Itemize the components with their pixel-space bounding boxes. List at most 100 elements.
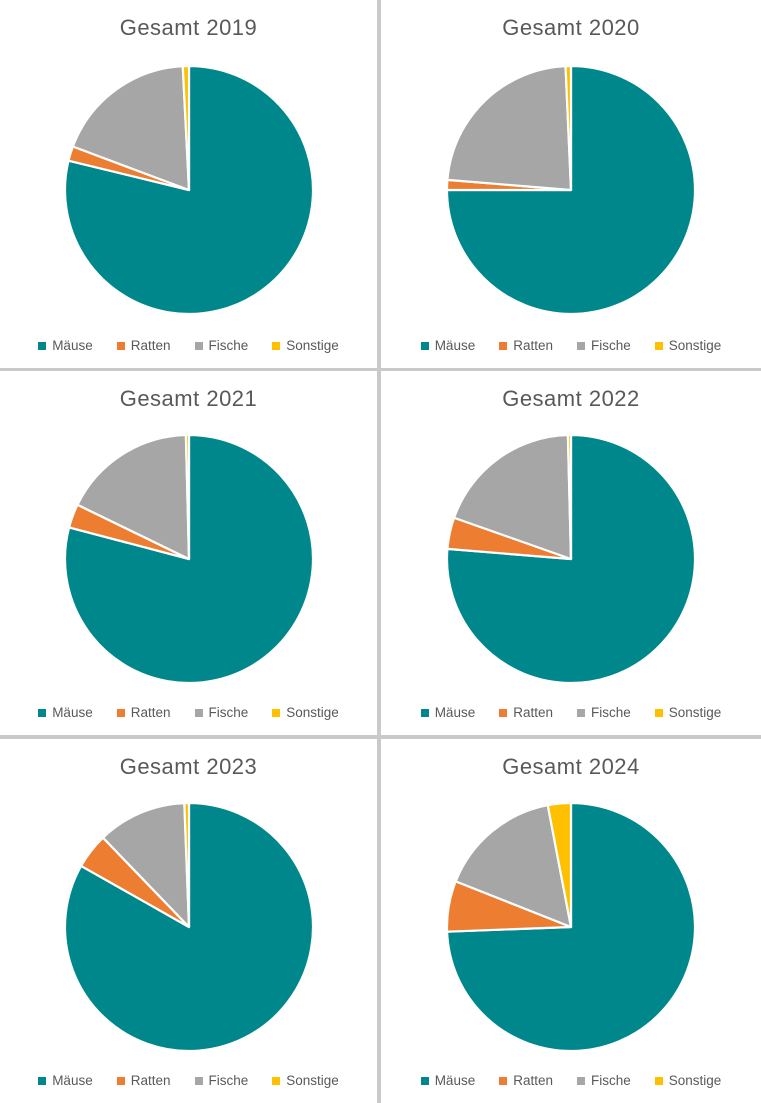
pie-slice-mause xyxy=(445,433,697,684)
legend-marker-mause xyxy=(420,1076,429,1085)
legend-item-fische: Fische xyxy=(194,705,249,720)
legend-item-ratten: Ratten xyxy=(116,705,171,720)
legend-label: Ratten xyxy=(130,338,171,353)
legend-label: Mäuse xyxy=(52,338,93,353)
legend-label: Sonstige xyxy=(286,705,339,720)
pie-chart xyxy=(445,64,697,315)
legend-item-ratten: Ratten xyxy=(116,338,171,353)
legend-item-ratten: Ratten xyxy=(499,338,553,353)
pie-slice-mause xyxy=(63,64,314,315)
pie-slice-sonstige xyxy=(546,801,573,928)
legend-label: Mäuse xyxy=(434,338,476,353)
legend-item-ratten: Ratten xyxy=(499,1073,553,1088)
legend-label: Ratten xyxy=(513,705,553,720)
legend-label: Fische xyxy=(208,705,249,720)
legend-item-sonstige: Sonstige xyxy=(654,1073,722,1088)
legend-label: Mäuse xyxy=(434,705,476,720)
legend-marker-fische xyxy=(577,1076,585,1085)
legend-marker-fische xyxy=(577,341,585,350)
pie-chart-area xyxy=(381,41,761,338)
pie-chart xyxy=(63,64,314,315)
legend-label: Sonstige xyxy=(286,1073,339,1088)
legend-marker-fische xyxy=(577,708,585,717)
chart-legend: Mäuse Ratten Fische Sonstige xyxy=(420,705,722,720)
legend-marker-mause xyxy=(38,1076,47,1085)
legend-label: Mäuse xyxy=(52,1073,93,1088)
legend-marker-ratten xyxy=(499,341,508,350)
pie-slice-fische xyxy=(452,433,573,560)
chart-title: Gesamt 2024 xyxy=(502,754,640,779)
chart-title: Gesamt 2019 xyxy=(119,15,258,40)
chart-legend: Mäuse Ratten Fische Sonstige xyxy=(38,338,339,353)
legend-marker-sonstige xyxy=(272,708,281,717)
legend-label: Ratten xyxy=(130,705,171,720)
legend-item-mause: Mäuse xyxy=(420,1073,475,1088)
pie-slice-sonstige xyxy=(182,801,190,928)
legend-marker-sonstige xyxy=(654,341,663,350)
legend-marker-ratten xyxy=(116,341,125,350)
chart-panel-gesamt-2023: Gesamt 2023 Mäuse Ratten Fische Sonstige xyxy=(0,739,381,1103)
chart-title: Gesamt 2021 xyxy=(119,386,258,411)
pie-slice-sonstige xyxy=(181,64,190,191)
chart-panel-gesamt-2021: Gesamt 2021 Mäuse Ratten Fische Sonstige xyxy=(0,371,381,739)
legend-label: Fische xyxy=(208,1073,249,1088)
pie-slice-fische xyxy=(101,801,190,928)
legend-label: Sonstige xyxy=(668,1073,722,1088)
chart-legend: Mäuse Ratten Fische Sonstige xyxy=(38,1073,339,1088)
legend-marker-fische xyxy=(194,1076,203,1085)
pie-slice-fische xyxy=(446,64,573,191)
legend-item-ratten: Ratten xyxy=(116,1073,171,1088)
legend-label: Sonstige xyxy=(668,705,722,720)
pie-slice-sonstige xyxy=(564,64,573,191)
legend-item-fische: Fische xyxy=(577,1073,631,1088)
legend-item-mause: Mäuse xyxy=(38,1073,93,1088)
legend-item-fische: Fische xyxy=(577,705,631,720)
legend-item-mause: Mäuse xyxy=(420,705,476,720)
legend-marker-sonstige xyxy=(654,708,663,717)
legend-marker-sonstige xyxy=(654,1076,663,1085)
legend-label: Fische xyxy=(591,705,631,720)
chart-legend: Mäuse Ratten Fische Sonstige xyxy=(420,1073,722,1088)
legend-item-sonstige: Sonstige xyxy=(272,1073,339,1088)
legend-item-mause: Mäuse xyxy=(420,338,476,353)
legend-marker-ratten xyxy=(499,708,508,717)
chart-panel-gesamt-2020: Gesamt 2020 Mäuse Ratten Fische Sonstige xyxy=(381,0,761,371)
legend-label: Ratten xyxy=(130,1073,171,1088)
legend-label: Mäuse xyxy=(52,705,93,720)
pie-chart-area xyxy=(381,412,761,705)
legend-label: Fische xyxy=(591,338,631,353)
chart-panel-gesamt-2022: Gesamt 2022 Mäuse Ratten Fische Sonstige xyxy=(381,371,761,739)
pie-chart xyxy=(445,801,697,1052)
legend-label: Sonstige xyxy=(286,338,339,353)
pie-slice-fische xyxy=(454,803,573,928)
pie-chart xyxy=(445,433,697,684)
legend-marker-ratten xyxy=(116,1076,125,1085)
legend-item-sonstige: Sonstige xyxy=(654,338,722,353)
legend-label: Sonstige xyxy=(668,338,722,353)
pie-chart-area xyxy=(0,780,377,1073)
pie-slice-fische xyxy=(71,64,190,191)
legend-marker-fische xyxy=(194,708,203,717)
legend-label: Fische xyxy=(208,338,249,353)
legend-item-sonstige: Sonstige xyxy=(272,338,339,353)
legend-item-ratten: Ratten xyxy=(499,705,553,720)
legend-marker-mause xyxy=(38,341,47,350)
pie-chart xyxy=(63,801,314,1052)
legend-marker-mause xyxy=(420,341,429,350)
pie-chart-area xyxy=(0,412,377,705)
legend-marker-fische xyxy=(194,341,203,350)
legend-item-fische: Fische xyxy=(194,1073,249,1088)
chart-legend: Mäuse Ratten Fische Sonstige xyxy=(420,338,722,353)
chart-title: Gesamt 2023 xyxy=(119,754,258,779)
chart-legend: Mäuse Ratten Fische Sonstige xyxy=(38,705,339,720)
legend-item-mause: Mäuse xyxy=(38,338,93,353)
legend-item-mause: Mäuse xyxy=(38,705,93,720)
legend-marker-sonstige xyxy=(272,1076,281,1085)
legend-item-sonstige: Sonstige xyxy=(654,705,722,720)
pie-slice-sonstige xyxy=(184,433,190,560)
pie-chart xyxy=(63,433,314,684)
pie-slice-fische xyxy=(75,433,190,560)
legend-item-fische: Fische xyxy=(194,338,249,353)
chart-title: Gesamt 2022 xyxy=(502,386,640,411)
